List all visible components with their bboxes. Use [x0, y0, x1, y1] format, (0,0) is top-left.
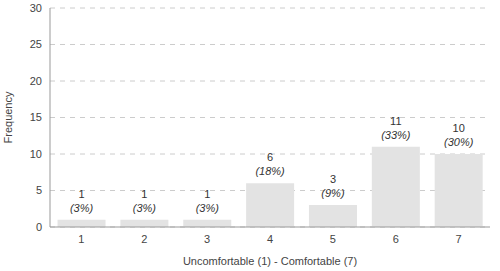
- svg-text:10: 10: [453, 122, 465, 134]
- svg-text:6: 6: [267, 151, 273, 163]
- svg-text:(9%): (9%): [321, 187, 345, 199]
- svg-text:30: 30: [30, 2, 42, 14]
- svg-text:0: 0: [36, 221, 42, 233]
- svg-text:(30%): (30%): [444, 136, 474, 148]
- svg-text:(3%): (3%): [133, 202, 157, 214]
- svg-text:5: 5: [36, 184, 42, 196]
- svg-text:Frequency: Frequency: [8, 91, 14, 143]
- svg-text:Uncomfortable (1) - Comfortabl: Uncomfortable (1) - Comfortable (7): [183, 255, 357, 267]
- svg-text:3: 3: [204, 233, 210, 245]
- svg-text:1: 1: [78, 188, 84, 200]
- svg-text:(3%): (3%): [196, 202, 220, 214]
- svg-text:7: 7: [456, 233, 462, 245]
- svg-text:1: 1: [78, 233, 84, 245]
- svg-text:2: 2: [141, 233, 147, 245]
- svg-text:1: 1: [204, 188, 210, 200]
- svg-text:(33%): (33%): [381, 129, 411, 141]
- svg-text:11: 11: [390, 115, 401, 127]
- svg-text:1: 1: [141, 188, 147, 200]
- svg-text:(3%): (3%): [70, 202, 94, 214]
- svg-text:(18%): (18%): [255, 165, 285, 177]
- svg-text:15: 15: [30, 111, 42, 123]
- svg-text:4: 4: [267, 233, 273, 245]
- svg-text:10: 10: [30, 148, 42, 160]
- svg-text:25: 25: [30, 38, 42, 50]
- svg-text:5: 5: [330, 233, 336, 245]
- svg-text:3: 3: [330, 173, 336, 185]
- svg-text:6: 6: [393, 233, 399, 245]
- svg-text:20: 20: [30, 75, 42, 87]
